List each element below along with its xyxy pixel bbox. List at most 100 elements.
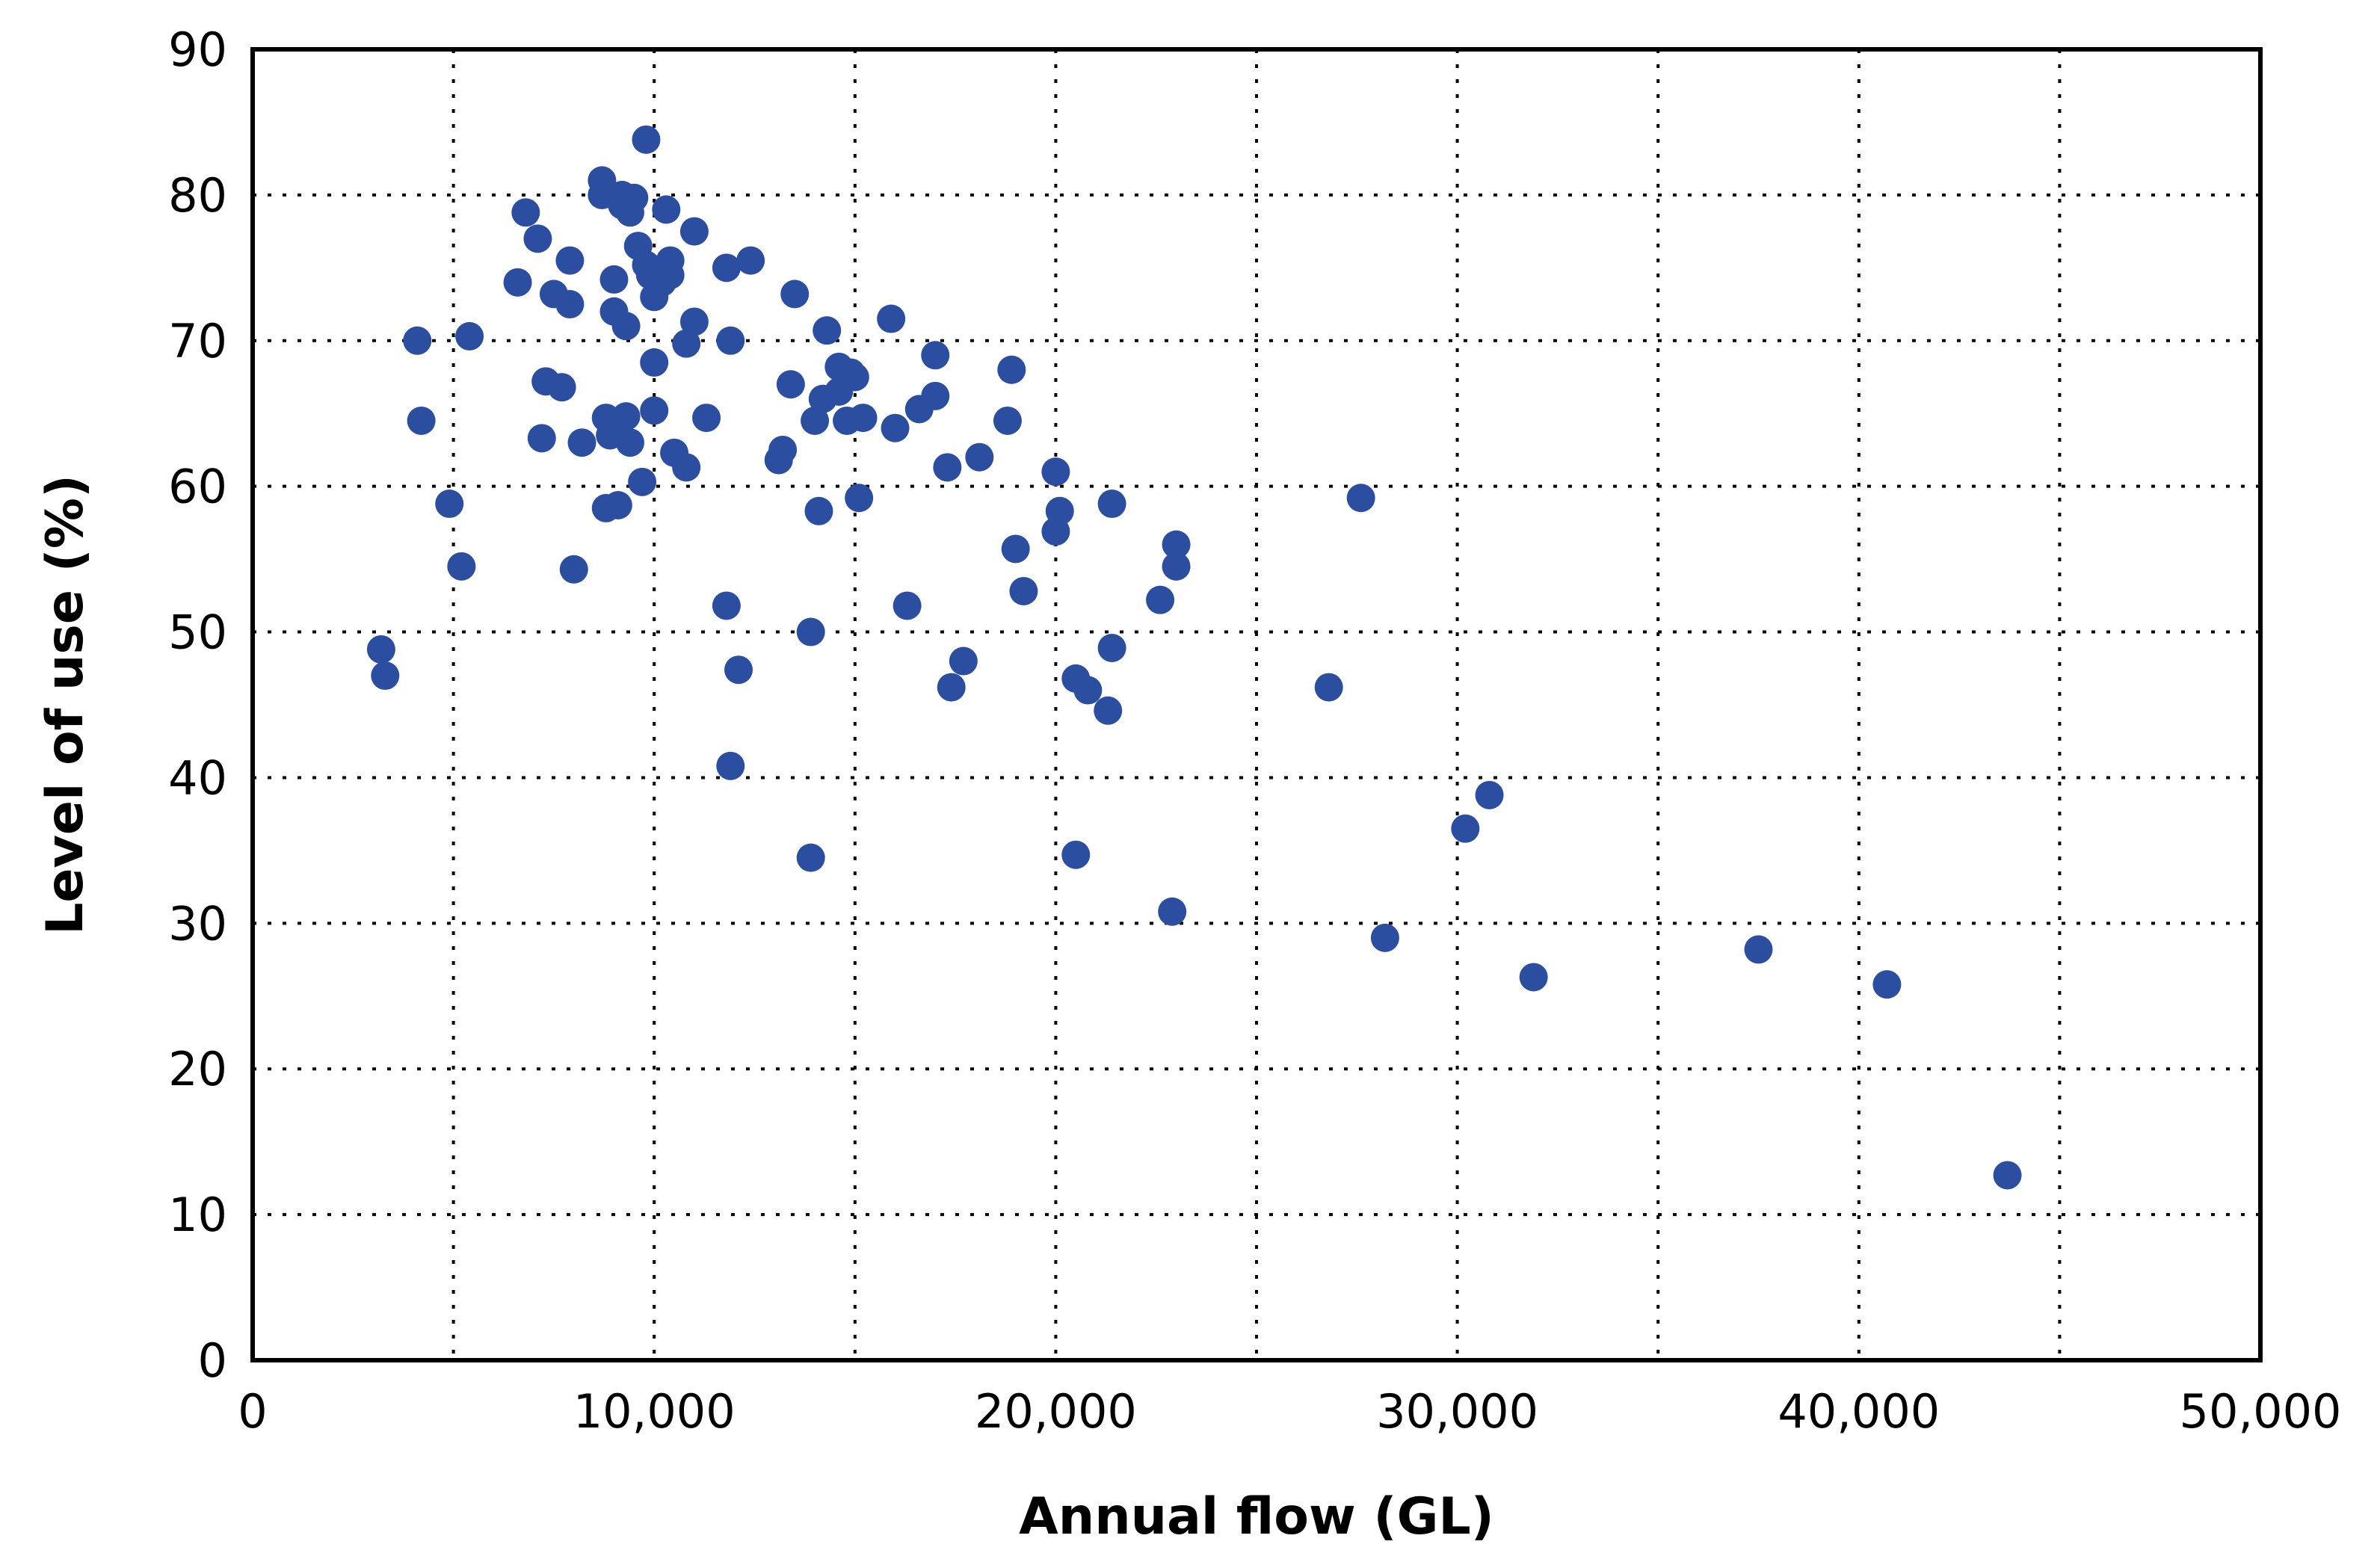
- y-tick-label: 20: [168, 1042, 227, 1096]
- data-point: [523, 224, 552, 253]
- data-point: [1041, 457, 1070, 487]
- data-point: [672, 453, 701, 482]
- data-point: [716, 751, 745, 780]
- x-tick-label: 0: [238, 1384, 267, 1439]
- x-tick-label: 50,000: [2180, 1384, 2342, 1439]
- data-point: [796, 843, 825, 872]
- data-point: [503, 268, 532, 297]
- data-point: [615, 428, 644, 457]
- y-axis-title: Level of use (%): [36, 475, 95, 935]
- data-point: [840, 362, 869, 392]
- x-tick-label: 30,000: [1376, 1384, 1538, 1439]
- y-tick-label: 30: [168, 896, 227, 951]
- data-point: [997, 355, 1026, 384]
- data-point: [632, 125, 661, 154]
- y-tick-label: 50: [168, 605, 227, 660]
- data-point: [949, 646, 978, 676]
- data-point: [1162, 552, 1191, 581]
- data-point: [511, 198, 540, 227]
- data-point: [1744, 935, 1773, 964]
- data-point: [559, 555, 588, 584]
- data-point: [692, 404, 721, 433]
- data-point: [813, 316, 842, 345]
- data-point: [603, 491, 632, 520]
- data-point: [877, 304, 906, 333]
- data-point: [1451, 814, 1480, 843]
- data-point: [628, 467, 657, 496]
- data-point: [736, 246, 765, 275]
- data-point: [801, 406, 830, 435]
- data-point: [1993, 1161, 2022, 1190]
- data-point: [845, 484, 874, 513]
- data-point: [555, 290, 585, 319]
- data-point: [599, 265, 629, 294]
- data-point: [1519, 963, 1548, 992]
- data-point: [455, 321, 484, 351]
- data-point: [447, 552, 476, 581]
- data-point: [1314, 673, 1343, 702]
- data-point: [712, 591, 741, 620]
- data-point: [1146, 585, 1175, 614]
- data-point: [1346, 484, 1375, 513]
- data-point: [407, 406, 436, 435]
- data-point: [848, 404, 878, 433]
- y-tick-label: 0: [198, 1333, 227, 1388]
- data-point: [527, 424, 556, 453]
- y-tick-label: 90: [168, 22, 227, 77]
- data-point: [1475, 780, 1504, 809]
- x-axis-title: Annual flow (GL): [1019, 1487, 1494, 1546]
- data-point: [796, 617, 825, 646]
- data-point: [937, 673, 966, 702]
- data-point: [1097, 633, 1126, 662]
- data-point: [1370, 923, 1399, 952]
- data-point: [640, 348, 669, 377]
- data-point: [656, 261, 685, 290]
- data-point: [1061, 840, 1091, 869]
- data-point: [881, 413, 910, 442]
- data-point: [555, 246, 585, 275]
- data-point: [724, 655, 753, 685]
- data-point: [679, 217, 709, 246]
- data-points: [366, 125, 2022, 1190]
- data-point: [1162, 530, 1191, 559]
- y-tick-label: 70: [168, 314, 227, 368]
- data-point: [921, 341, 950, 370]
- data-point: [993, 406, 1022, 435]
- x-tick-label: 10,000: [573, 1384, 736, 1439]
- data-point: [652, 195, 681, 224]
- data-point: [1094, 696, 1123, 725]
- data-point: [892, 591, 922, 620]
- data-point: [403, 326, 432, 355]
- data-point: [620, 183, 649, 212]
- data-point: [965, 442, 994, 472]
- y-axis-tick-labels: 0 10 20 30 40 50 60 70 80 90: [168, 22, 227, 1388]
- data-point: [712, 253, 741, 283]
- data-point: [780, 280, 810, 309]
- data-point: [547, 373, 576, 402]
- data-point: [567, 428, 596, 457]
- data-point: [716, 326, 745, 355]
- data-point: [933, 453, 962, 482]
- data-point: [371, 661, 400, 691]
- data-point: [804, 496, 833, 525]
- grid-lines: [253, 49, 2260, 1360]
- data-point: [611, 312, 641, 341]
- x-tick-label: 40,000: [1778, 1384, 1940, 1439]
- data-point: [679, 307, 709, 336]
- data-point: [1001, 534, 1030, 564]
- x-axis-tick-labels: 0 10,000 20,000 30,000 40,000 50,000: [238, 1384, 2341, 1439]
- data-point: [672, 329, 701, 358]
- data-point: [366, 635, 395, 664]
- x-tick-label: 20,000: [975, 1384, 1137, 1439]
- data-point: [1158, 897, 1187, 926]
- y-tick-label: 80: [168, 168, 227, 223]
- plot-frame: [250, 47, 2263, 1362]
- data-point: [640, 396, 669, 425]
- data-point: [1045, 496, 1074, 525]
- data-point: [1009, 576, 1038, 605]
- data-point: [921, 381, 950, 410]
- y-tick-label: 10: [168, 1188, 227, 1242]
- data-point: [1872, 970, 1902, 999]
- y-tick-label: 40: [168, 750, 227, 805]
